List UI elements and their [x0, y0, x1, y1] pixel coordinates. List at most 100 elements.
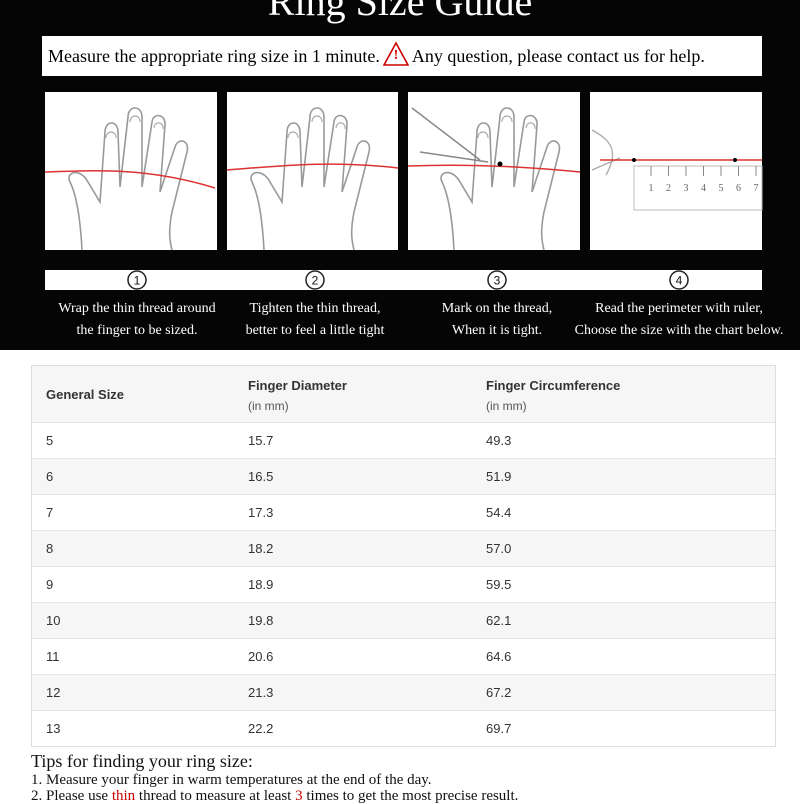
panel — [227, 92, 398, 250]
thread — [407, 164, 581, 173]
column-title: General Size — [46, 387, 125, 402]
table-row: 13 22.2 69.7 — [32, 710, 775, 746]
column-title: Finger Circumference — [486, 378, 621, 393]
table-cell: 15.7 — [248, 433, 274, 448]
tip-text: 3 — [295, 788, 303, 804]
tip-item: 2. Please use thin thread to measure at … — [31, 788, 518, 804]
mark — [632, 158, 636, 162]
table-cell: 57.0 — [486, 541, 512, 556]
table-cell: 59.5 — [486, 577, 512, 592]
step-circle — [487, 270, 507, 290]
table-cell: 12 — [46, 685, 61, 700]
step-text: Read the perimeter with ruler, Choose the… — [564, 298, 794, 342]
table-cell: 21.3 — [248, 685, 274, 700]
table-cell: 6 — [46, 469, 54, 484]
table-row: 6 16.5 51.9 — [32, 458, 775, 494]
step-circle — [127, 270, 147, 290]
step-line: Read the perimeter with ruler, — [595, 301, 763, 316]
step-bar — [45, 270, 762, 290]
step-line: better to feel a little tight — [245, 323, 385, 338]
table-cell: 10 — [46, 613, 61, 628]
step-line: Mark on the thread, — [441, 301, 553, 316]
table-cell: 19.8 — [248, 613, 274, 628]
tip-item: 1. Measure your finger in warm temperatu… — [31, 772, 518, 788]
guide-banner: Ring Size Guide 1 2 3 4 5 6 7 1 2 3 4 Measure the … — [0, 0, 800, 350]
table-row: 10 19.8 62.1 — [32, 602, 775, 638]
column-unit: (in mm) — [486, 399, 527, 413]
table-cell: 8 — [46, 541, 54, 556]
mark — [497, 161, 503, 167]
table-cell: 49.3 — [486, 433, 512, 448]
column-unit: (in mm) — [248, 399, 289, 413]
step-text: Tighten the thin thread, better to feel a… — [200, 298, 430, 342]
step-text: Mark on the thread, When it is tight. — [382, 298, 612, 342]
mark — [733, 158, 737, 162]
table-cell: 51.9 — [486, 469, 512, 484]
table-cell: 67.2 — [486, 685, 512, 700]
step-number: 2 — [312, 274, 319, 288]
table-row: 9 18.9 59.5 — [32, 566, 775, 602]
notice-text: Any question, please contact us for help… — [411, 46, 705, 66]
tip-text: 2. Please use — [31, 788, 112, 804]
thread — [226, 163, 399, 171]
tip-text: times to get the most precise result. — [302, 788, 519, 804]
table-cell: 18.2 — [248, 541, 274, 556]
table-header: General Size Finger Diameter (in mm) Finger… — [32, 366, 775, 422]
table-row: 12 21.3 67.2 — [32, 674, 775, 710]
pen-sketch — [411, 107, 489, 163]
step-circle — [669, 270, 689, 290]
warning-triangle — [382, 41, 409, 66]
ruler-label: 6 — [736, 183, 741, 194]
table-row: 8 18.2 57.0 — [32, 530, 775, 566]
table-cell: 69.7 — [486, 721, 512, 736]
tip-text: 1. Measure your finger in warm temperatu… — [31, 772, 432, 788]
size-table: General Size Finger Diameter (in mm) Finger… — [31, 365, 776, 747]
table-cell: 64.6 — [486, 649, 512, 664]
step-line: Wrap the thin thread around — [58, 301, 216, 316]
notice-text: Measure the appropriate ring size in 1 m… — [48, 46, 380, 66]
step-text: Wrap the thin thread around the finger to… — [22, 298, 252, 342]
table-cell: 13 — [46, 721, 61, 736]
step-line: Choose the size with the chart below. — [574, 323, 784, 338]
table-cell: 62.1 — [486, 613, 512, 628]
ruler-label: 3 — [684, 183, 689, 194]
table-row: 7 17.3 54.4 — [32, 494, 775, 530]
thread — [44, 170, 216, 189]
table-cell: 54.4 — [486, 505, 512, 520]
ruler-label: 5 — [719, 183, 724, 194]
table-cell: 22.2 — [248, 721, 274, 736]
ruler-label: 7 — [754, 183, 759, 194]
step-number: 3 — [494, 274, 501, 288]
ruler-label: 2 — [666, 183, 671, 194]
step-line: the finger to be sized. — [76, 323, 198, 338]
notice: Measure the appropriate ring size in 1 m… — [42, 36, 762, 76]
table-cell: 20.6 — [248, 649, 274, 664]
ruler-label: 1 — [649, 183, 654, 194]
table-cell: 18.9 — [248, 577, 274, 592]
title: Ring Size Guide — [267, 0, 533, 24]
tips-title: Tips for finding your ring size: — [31, 751, 253, 771]
ruler — [633, 165, 763, 211]
step-circle — [305, 270, 325, 290]
tip-text: thin — [111, 788, 136, 804]
warning-mark: ! — [393, 48, 399, 63]
tip-text: thread to measure at least — [135, 788, 296, 804]
table-cell: 9 — [46, 577, 54, 592]
column-title: Finger Diameter — [248, 378, 347, 393]
warning-icon: ! — [382, 41, 409, 67]
step-number: 1 — [134, 274, 141, 288]
step-line: When it is tight. — [451, 323, 543, 338]
table-cell: 16.5 — [248, 469, 274, 484]
step-line: Tighten the thin thread, — [249, 301, 381, 316]
table-row: 5 15.7 49.3 — [32, 422, 775, 458]
table-cell: 5 — [46, 433, 54, 448]
table-cell: 17.3 — [248, 505, 274, 520]
step-number: 4 — [676, 274, 683, 288]
table-cell: 11 — [46, 649, 60, 664]
illustrations: 1 2 3 4 5 6 7 1 2 3 4 — [44, 92, 763, 290]
table-row: 11 20.6 64.6 — [32, 638, 775, 674]
table-cell: 7 — [46, 505, 54, 520]
ruler-label: 4 — [701, 183, 706, 194]
tips: Tips for finding your ring size: 1. Meas… — [31, 750, 518, 804]
